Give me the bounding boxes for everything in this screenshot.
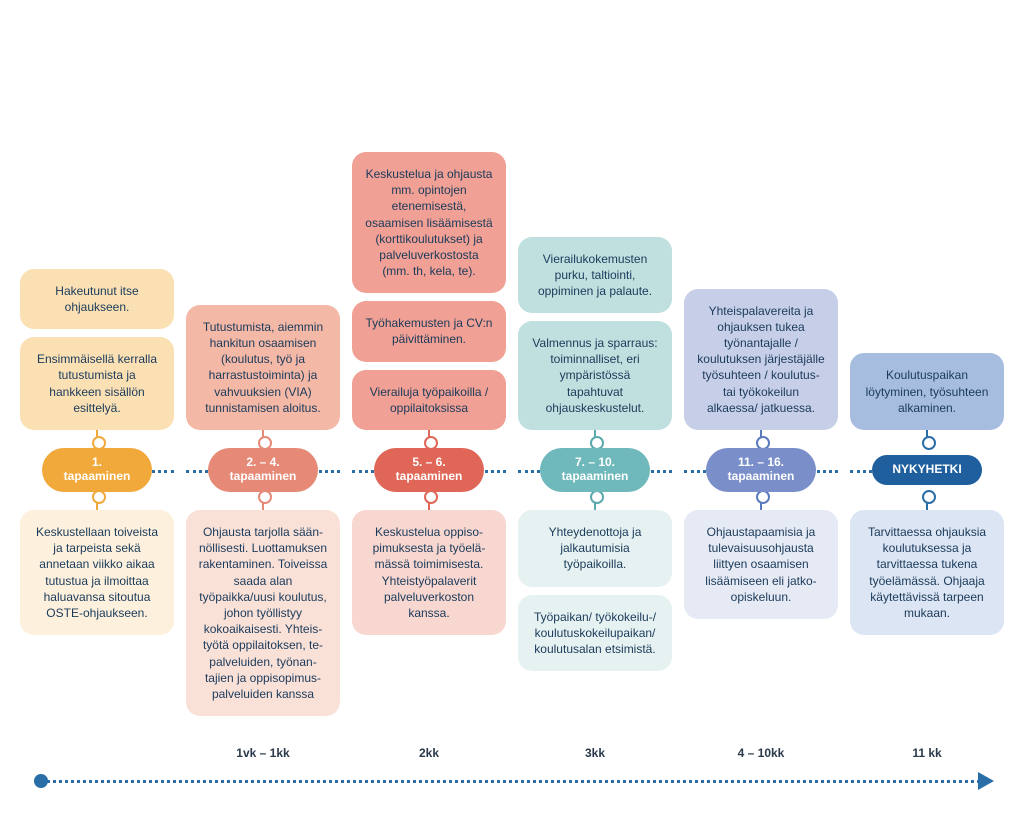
connector-top bbox=[926, 430, 928, 448]
connector-top bbox=[96, 430, 98, 448]
lower-card: Tarvittaessa ohjauksia koulutuksessa ja … bbox=[850, 510, 1004, 635]
upper-cards: Keskustelua ja ohjausta mm. opintojen et… bbox=[352, 20, 506, 430]
time-label: 1vk – 1kk bbox=[236, 746, 289, 760]
upper-card: Työhakemusten ja CV:n päivittäminen. bbox=[352, 301, 506, 361]
milestone-row: 2. – 4.tapaaminen bbox=[186, 448, 340, 492]
lower-card: Yhteydenottoja ja jalkautumisia työpaiko… bbox=[518, 510, 672, 587]
timeline-arrow-icon bbox=[978, 772, 994, 790]
milestone-row: 11. – 16.tapaaminen bbox=[684, 448, 838, 492]
upper-cards: Tutustumista, aiemmin hankitun osaamisen… bbox=[186, 20, 340, 430]
upper-card: Hakeutunut itse ohjaukseen. bbox=[20, 269, 174, 329]
connector-top bbox=[594, 430, 596, 448]
milestone-row: 1.tapaaminen bbox=[20, 448, 174, 492]
connector-bottom bbox=[926, 492, 928, 510]
milestone-pill: 2. – 4.tapaaminen bbox=[208, 448, 318, 492]
upper-card: Keskustelua ja ohjausta mm. opintojen et… bbox=[352, 152, 506, 293]
connector-top bbox=[428, 430, 430, 448]
milestone-row: NYKYHETKI bbox=[850, 448, 1004, 492]
connector-top bbox=[262, 430, 264, 448]
milestone-pill: NYKYHETKI bbox=[872, 455, 982, 485]
milestone-pill: 11. – 16.tapaaminen bbox=[706, 448, 816, 492]
connector-bottom bbox=[262, 492, 264, 510]
timeline-start-dot bbox=[34, 774, 48, 788]
timeline-line bbox=[40, 780, 980, 783]
connector-bottom bbox=[760, 492, 762, 510]
upper-card: Vierailukokemusten purku, taltiointi, op… bbox=[518, 237, 672, 314]
connector-top bbox=[760, 430, 762, 448]
milestone-pill: 7. – 10.tapaaminen bbox=[540, 448, 650, 492]
column-4: Vierailukokemusten purku, taltiointi, op… bbox=[518, 20, 672, 760]
time-label: 2kk bbox=[419, 746, 439, 760]
milestone-row: 7. – 10.tapaaminen bbox=[518, 448, 672, 492]
milestone-row: 5. – 6.tapaaminen bbox=[352, 448, 506, 492]
column-3: Keskustelua ja ohjausta mm. opintojen et… bbox=[352, 20, 506, 760]
lower-card: Työpaikan/ työkokeilu-/ koulutuskokeilup… bbox=[518, 595, 672, 672]
lower-cards: Yhteydenottoja ja jalkautumisia työpaiko… bbox=[518, 510, 672, 760]
milestone-pill: 5. – 6.tapaaminen bbox=[374, 448, 484, 492]
lower-cards: Ohjaustapaamisia ja tulevaisuusohjausta … bbox=[684, 510, 838, 760]
upper-cards: Vierailukokemusten purku, taltiointi, op… bbox=[518, 20, 672, 430]
milestone-pill: 1.tapaaminen bbox=[42, 448, 152, 492]
time-label: 3kk bbox=[585, 746, 605, 760]
lower-cards: Keskustelua oppiso­pimuksesta ja työelä­… bbox=[352, 510, 506, 760]
lower-card: Ohjausta tarjolla sään­nöllisesti. Luott… bbox=[186, 510, 340, 716]
time-label: 11 kk bbox=[912, 746, 941, 760]
bottom-timeline bbox=[20, 774, 1004, 790]
column-5: Yhteispalavereita ja ohjauksen tukea työ… bbox=[684, 20, 838, 760]
lower-card: Keskustelua oppiso­pimuksesta ja työelä­… bbox=[352, 510, 506, 635]
time-label: 4 – 10kk bbox=[738, 746, 785, 760]
connector-bottom bbox=[96, 492, 98, 510]
lower-card: Keskustellaan toiveista ja tarpeista sek… bbox=[20, 510, 174, 635]
lower-card: Ohjaustapaamisia ja tulevaisuusohjausta … bbox=[684, 510, 838, 619]
connector-bottom bbox=[594, 492, 596, 510]
lower-cards: Ohjausta tarjolla sään­nöllisesti. Luott… bbox=[186, 510, 340, 760]
upper-card: Ensimmäisellä kerralla tutustumista ja h… bbox=[20, 337, 174, 430]
column-1: Hakeutunut itse ohjaukseen. Ensimmäisellä… bbox=[20, 20, 174, 760]
lower-cards: Keskustellaan toiveista ja tarpeista sek… bbox=[20, 510, 174, 760]
upper-card: Vierailuja työpaikoilla / oppilaitoksiss… bbox=[352, 370, 506, 430]
lower-cards: Tarvittaessa ohjauksia koulutuksessa ja … bbox=[850, 510, 1004, 760]
upper-card: Yhteispalavereita ja ohjauksen tukea työ… bbox=[684, 289, 838, 430]
timeline-grid: Hakeutunut itse ohjaukseen. Ensimmäisellä… bbox=[20, 20, 1004, 760]
upper-cards: Yhteispalavereita ja ohjauksen tukea työ… bbox=[684, 20, 838, 430]
column-2: Tutustumista, aiemmin hankitun osaamisen… bbox=[186, 20, 340, 760]
upper-card: Valmennus ja sparraus: toiminnalliset, e… bbox=[518, 321, 672, 430]
upper-card: Koulutuspaikan löytyminen, työsuhteen al… bbox=[850, 353, 1004, 430]
column-6: Koulutuspaikan löytyminen, työsuhteen al… bbox=[850, 20, 1004, 760]
upper-card: Tutustumista, aiemmin hankitun osaamisen… bbox=[186, 305, 340, 430]
connector-bottom bbox=[428, 492, 430, 510]
upper-cards: Hakeutunut itse ohjaukseen. Ensimmäisellä… bbox=[20, 20, 174, 430]
upper-cards: Koulutuspaikan löytyminen, työsuhteen al… bbox=[850, 20, 1004, 430]
